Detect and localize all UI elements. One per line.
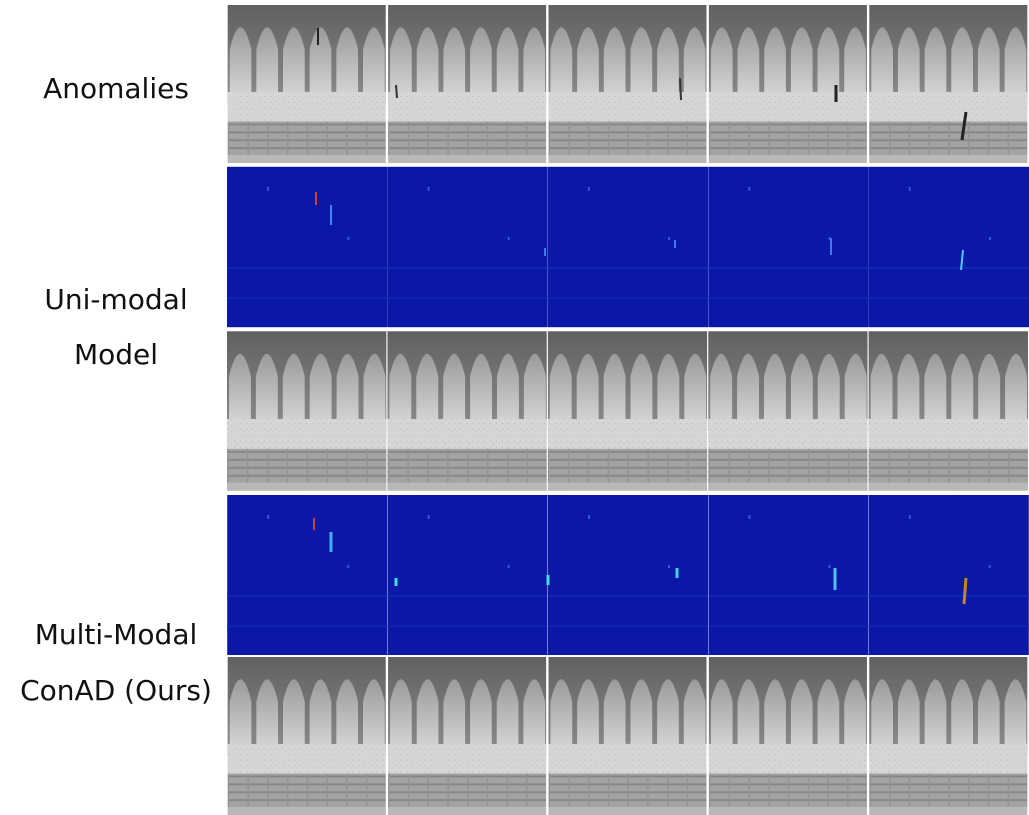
row-label: ConAD (Ours) bbox=[20, 674, 212, 707]
heatmap-tile bbox=[227, 495, 388, 655]
heatmap-tile bbox=[868, 166, 1029, 328]
image-tile bbox=[548, 5, 707, 163]
image-tile bbox=[869, 5, 1028, 163]
heatmap-tile bbox=[548, 495, 708, 655]
image-tile bbox=[227, 5, 386, 163]
image-tile bbox=[708, 5, 867, 163]
image-tile bbox=[387, 331, 547, 491]
image-tile bbox=[227, 657, 386, 815]
row-label: Anomalies bbox=[43, 72, 189, 105]
image-tile bbox=[708, 657, 867, 815]
heatmap-tile bbox=[387, 495, 548, 655]
image-tile bbox=[708, 331, 868, 491]
heatmap-tile bbox=[708, 166, 869, 328]
image-tile bbox=[388, 5, 547, 163]
row-label: Multi-Modal bbox=[35, 618, 198, 651]
heatmap-tile bbox=[387, 166, 548, 328]
image-tile bbox=[548, 657, 707, 815]
heatmap-tile bbox=[868, 495, 1029, 655]
labels: Anomalies Uni-modal Model Multi-Modal Co… bbox=[20, 72, 212, 707]
row-label: Uni-modal bbox=[44, 283, 187, 316]
row-label: Model bbox=[74, 338, 158, 371]
image-tile bbox=[869, 657, 1028, 815]
heatmap-tile bbox=[227, 166, 388, 328]
heatmap-tile bbox=[708, 495, 869, 655]
image-tile bbox=[388, 657, 547, 815]
anomaly-spots bbox=[313, 28, 968, 605]
image-tile bbox=[227, 331, 387, 491]
heatmap-tile bbox=[547, 166, 709, 328]
image-grid bbox=[226, 4, 1029, 815]
image-tile bbox=[547, 331, 708, 491]
image-tile bbox=[868, 331, 1028, 491]
